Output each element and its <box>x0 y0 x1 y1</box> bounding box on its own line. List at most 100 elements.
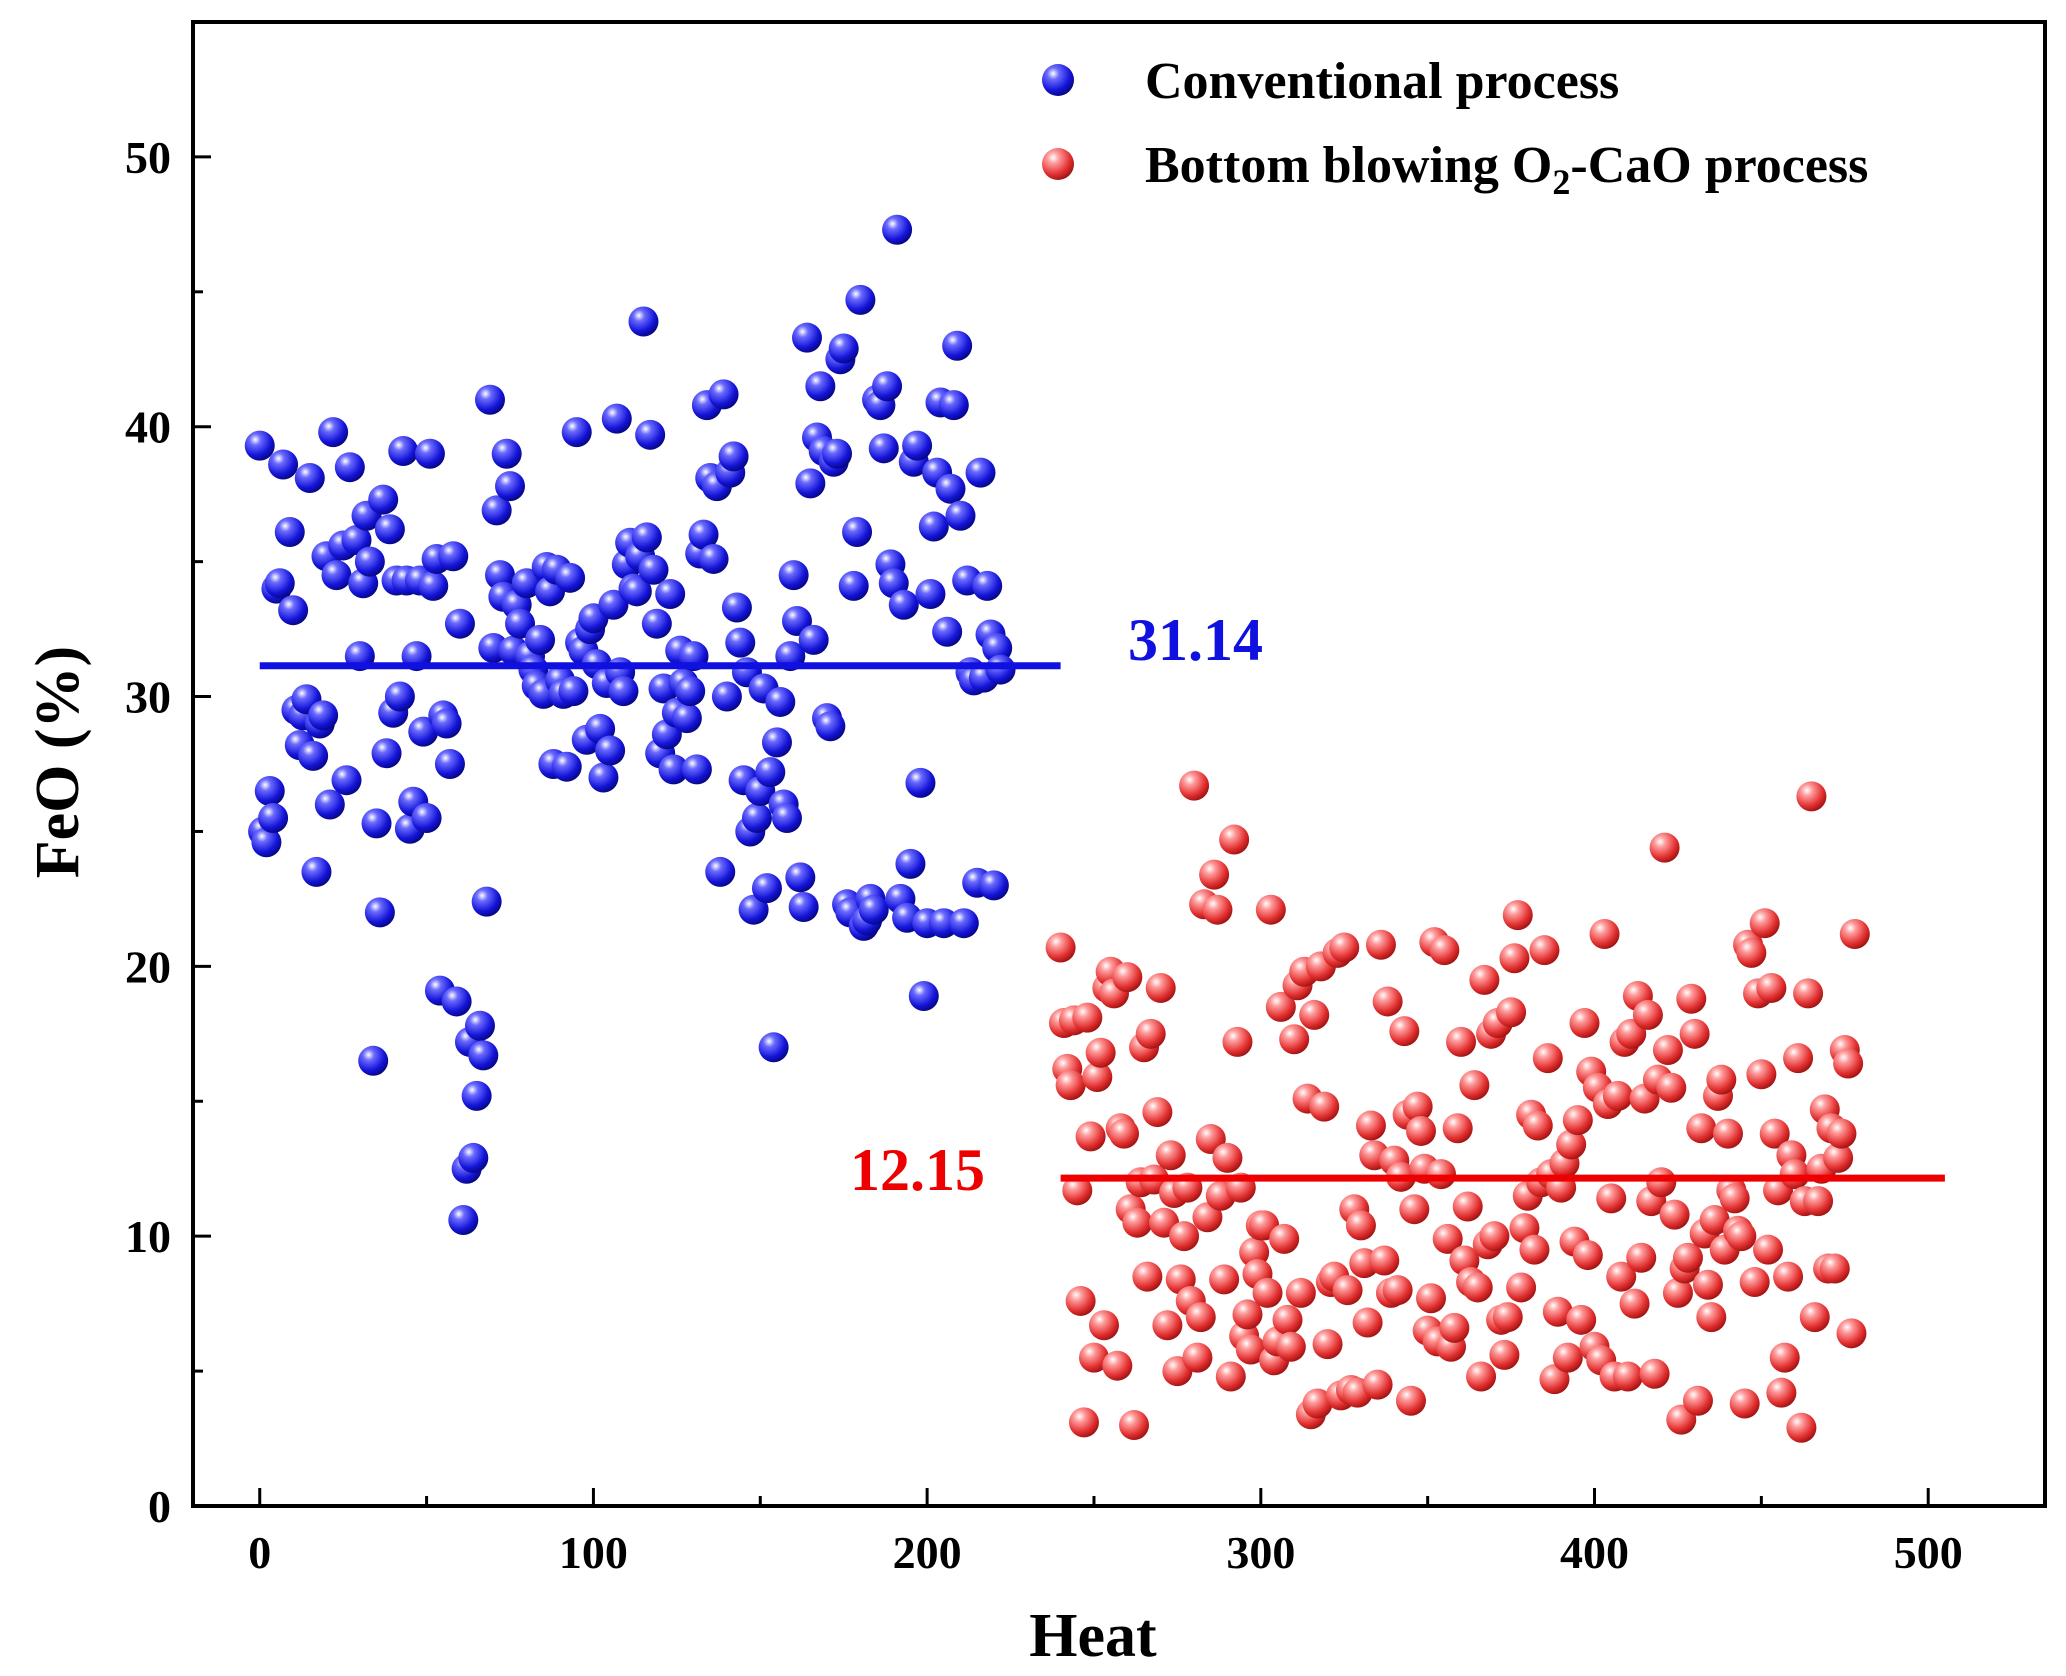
legend: Conventional process Bottom blowing O2-C… <box>1042 53 1868 202</box>
bottom-blowing-point <box>1823 1142 1854 1173</box>
x-tick-label: 500 <box>1894 1527 1963 1578</box>
bottom-blowing-point <box>1169 1221 1200 1252</box>
bottom-blowing-point <box>1135 1018 1166 1049</box>
bottom-blowing-point <box>1602 1080 1633 1111</box>
conventional-point <box>688 519 719 550</box>
bottom-blowing-point <box>1265 991 1296 1022</box>
bottom-blowing-point <box>1155 1140 1186 1171</box>
bottom-blowing-point <box>1819 1253 1850 1284</box>
conventional-point <box>321 560 352 591</box>
bottom-blowing-point <box>1739 1267 1770 1298</box>
x-tick-label: 400 <box>1560 1527 1629 1578</box>
conventional-point <box>474 384 505 415</box>
bottom-blowing-point <box>1275 1331 1306 1362</box>
bottom-blowing-point <box>1489 1339 1520 1370</box>
y-tick-label: 20 <box>125 941 171 992</box>
conventional-point <box>264 568 295 599</box>
bottom-blowing-point <box>1182 1342 1213 1373</box>
bottom-blowing-point <box>1352 1307 1383 1338</box>
bottom-blowing-point <box>1779 1159 1810 1190</box>
x-tick-label: 100 <box>559 1527 628 1578</box>
conventional-point <box>948 908 979 939</box>
conventional-point <box>815 711 846 742</box>
bottom-blowing-point <box>1142 1097 1173 1128</box>
conventional-point <box>842 516 873 547</box>
bottom-blowing-point <box>1152 1310 1183 1341</box>
conventional-point <box>601 403 632 434</box>
conventional-point <box>358 1045 389 1076</box>
bottom-blowing-point <box>1122 1207 1153 1238</box>
conventional-point <box>461 1080 492 1111</box>
conventional-point <box>314 789 345 820</box>
bottom-blowing-point <box>1332 1275 1363 1306</box>
bottom-blowing-point <box>1639 1358 1670 1389</box>
bottom-blowing-point <box>1462 1272 1493 1303</box>
conventional-point <box>511 568 542 599</box>
bottom-blowing-point <box>1132 1261 1163 1292</box>
bottom-blowing-point <box>1679 1018 1710 1049</box>
bottom-blowing-point <box>1235 1334 1266 1365</box>
conventional-point <box>942 330 973 361</box>
conventional-point <box>414 438 445 469</box>
conventional-point <box>738 894 769 925</box>
conventional-point <box>918 511 949 542</box>
bottom-blowing-point <box>1746 1059 1777 1090</box>
conventional-point <box>671 703 702 734</box>
legend-label-bottom-blowing-main: Bottom blowing O <box>1145 137 1552 194</box>
bottom-blowing-point <box>1676 983 1707 1014</box>
conventional-point <box>725 627 756 658</box>
conventional-point <box>872 371 903 402</box>
bottom-blowing-point <box>1569 1008 1600 1039</box>
conventional-point <box>938 390 969 421</box>
conventional-point <box>758 1032 789 1063</box>
conventional-point <box>638 554 669 585</box>
conventional-point <box>631 522 662 553</box>
conventional-point <box>308 700 339 731</box>
conventional-point <box>434 749 465 779</box>
bottom-blowing-point <box>1492 1302 1523 1333</box>
conventional-point <box>698 543 729 574</box>
bottom-blowing-point <box>1786 1412 1817 1443</box>
x-tick-label: 0 <box>248 1527 271 1578</box>
bottom-blowing-point <box>1179 770 1210 801</box>
bottom-blowing-point <box>1699 1204 1730 1235</box>
bottom-blowing-point <box>1506 1272 1537 1303</box>
bottom-blowing-point <box>1606 1261 1637 1292</box>
x-tick-label: 300 <box>1226 1527 1295 1578</box>
legend-label-bottom-blowing-subscript: 2 <box>1552 162 1570 202</box>
conventional-point <box>675 676 706 707</box>
bottom-blowing-point <box>1369 1245 1400 1276</box>
conventional-point <box>655 579 686 610</box>
conventional-point <box>838 570 869 601</box>
bottom-blowing-point <box>1212 1142 1243 1173</box>
bottom-blowing-point <box>1405 1115 1436 1146</box>
conventional-point <box>244 430 275 461</box>
bottom-blowing-point <box>1222 1026 1253 1057</box>
bottom-blowing-point <box>1833 1048 1864 1079</box>
conventional-point <box>751 873 782 904</box>
x-axis-title: Heat <box>1029 1602 1157 1670</box>
bottom-blowing-point <box>1479 1221 1510 1252</box>
bottom-blowing-point <box>1088 1310 1119 1341</box>
bottom-blowing-point <box>1399 1194 1430 1225</box>
conventional-point <box>778 560 809 591</box>
bottom-blowing-point <box>1522 1110 1553 1141</box>
plot-frame <box>191 20 2047 1508</box>
legend-label-bottom-blowing: Bottom blowing O2-CaO process <box>1145 137 1868 202</box>
conventional-point <box>481 495 512 526</box>
conventional-point <box>431 708 462 739</box>
bottom-blowing-point <box>1439 1312 1470 1343</box>
bottom-blowing-point <box>1362 1369 1393 1400</box>
data-points <box>244 214 1870 1443</box>
conventional-point <box>268 449 299 480</box>
bottom-blowing-point <box>1055 1070 1086 1101</box>
bottom-blowing-point <box>1299 999 1330 1030</box>
bottom-blowing-point <box>1646 1167 1677 1198</box>
bottom-blowing-point <box>1062 1175 1093 1206</box>
bottom-blowing-point <box>1426 1159 1457 1190</box>
bottom-blowing-point <box>1269 1223 1300 1254</box>
bottom-blowing-point <box>1696 1302 1727 1333</box>
bottom-blowing-point <box>1045 932 1076 963</box>
y-axis-title: FeO (%) <box>24 646 92 878</box>
conventional-point <box>805 371 836 402</box>
